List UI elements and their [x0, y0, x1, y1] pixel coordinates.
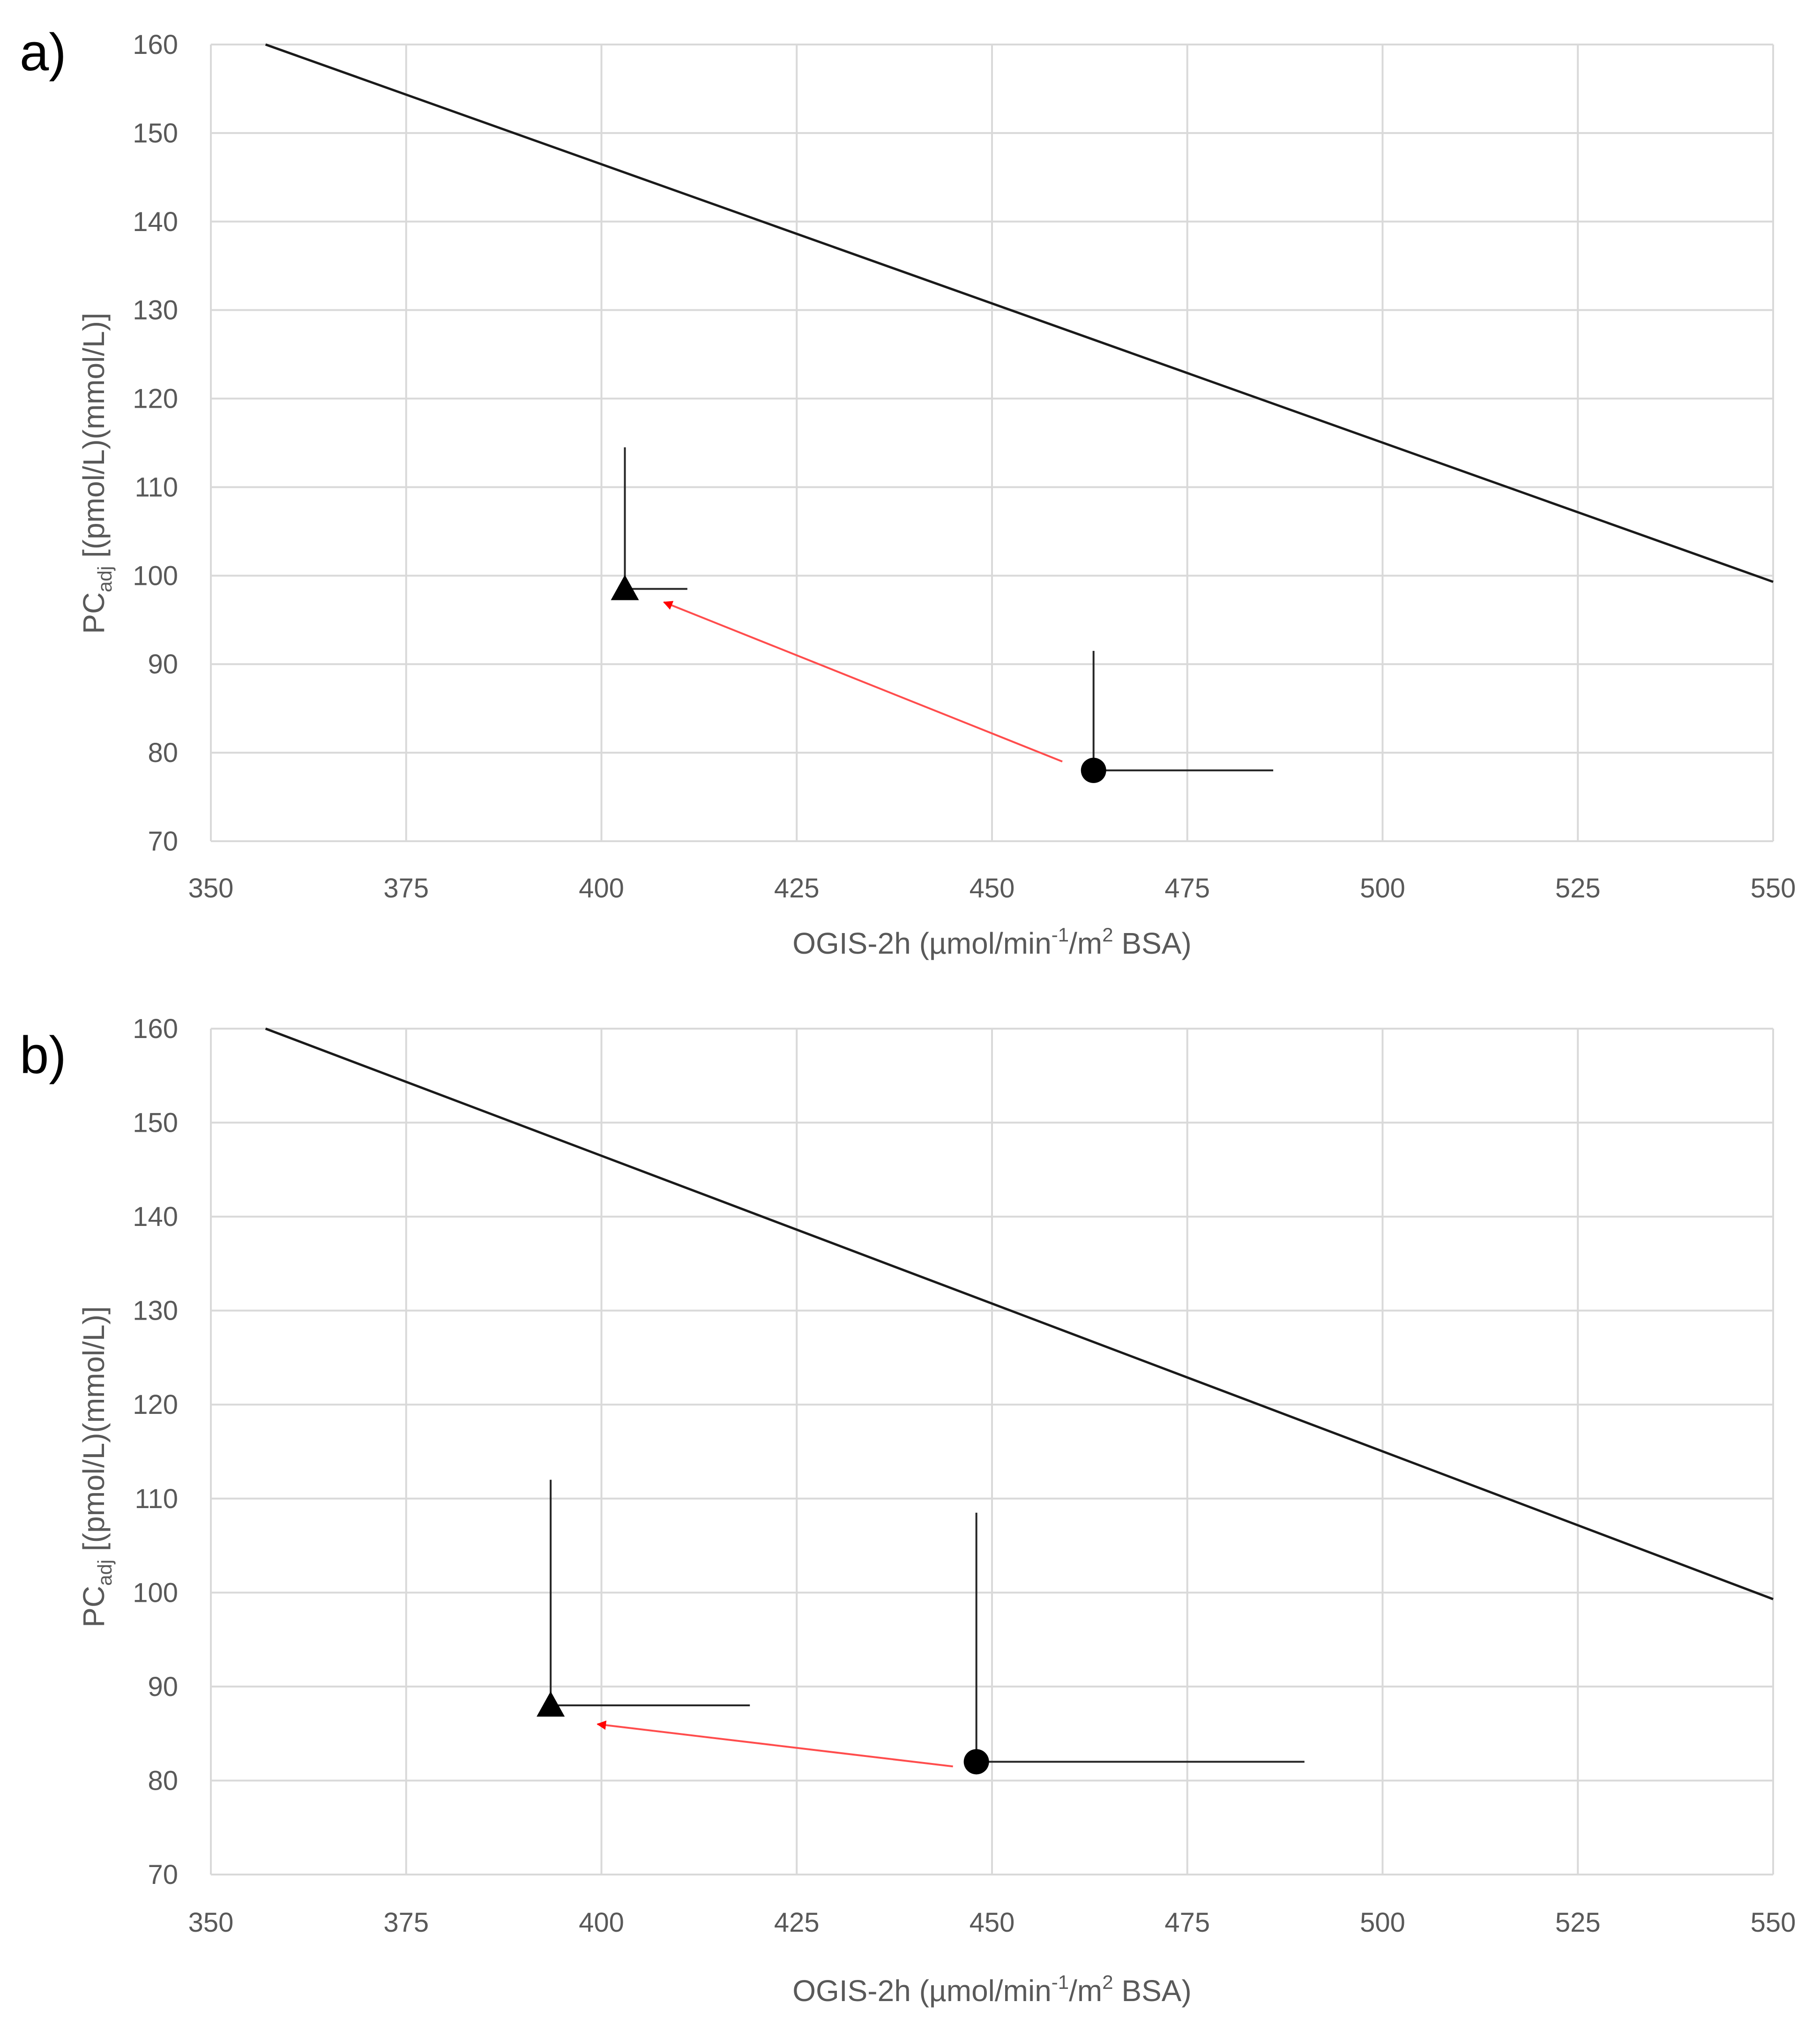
x-tick-label: 525: [1555, 873, 1601, 904]
x-tick-label: 350: [188, 1907, 234, 1938]
y-axis-label: PCadj [(pmol/L)(mmol/L)]: [77, 1306, 116, 1627]
y-axis-label: PCadj [(pmol/L)(mmol/L)]: [77, 313, 116, 634]
reference-line-group: [265, 43, 1774, 583]
x-tick-label: 475: [1164, 1907, 1210, 1938]
x-axis-label: OGIS-2h (µmol/min-1/m2 BSA): [792, 1971, 1192, 2008]
x-tick-label: 450: [970, 1907, 1015, 1938]
y-tick-label: 70: [148, 1860, 178, 1890]
error-bars: [624, 447, 1274, 771]
x-tick-label: 525: [1555, 1907, 1601, 1938]
y-tick-label: 120: [133, 384, 178, 414]
y-tick-label: 140: [133, 207, 178, 237]
y-tick-label: 90: [148, 649, 178, 680]
y-tick-label: 70: [148, 826, 178, 857]
triangle-marker: [537, 1691, 565, 1717]
x-tick-label: 425: [774, 873, 820, 904]
x-tick-labels: 350 375 400 425 450 475 500 525 550: [188, 1907, 1796, 1938]
y-tick-label: 150: [133, 1108, 178, 1138]
y-tick-label: 160: [133, 30, 178, 60]
reference-line: [265, 43, 1774, 583]
y-tick-label: 130: [133, 1296, 178, 1326]
gridlines: [210, 1028, 1774, 1875]
x-tick-label: 475: [1164, 873, 1210, 904]
arrow-group: [597, 1720, 953, 1768]
x-tick-label: 350: [188, 873, 234, 904]
y-tick-label: 160: [133, 1014, 178, 1044]
x-tick-label: 425: [774, 1907, 820, 1938]
x-tick-label: 400: [579, 873, 624, 904]
x-tick-label: 400: [579, 1907, 624, 1938]
data-points: [611, 575, 1106, 783]
x-axis-label: OGIS-2h (µmol/min-1/m2 BSA): [792, 924, 1192, 960]
x-tick-label: 375: [383, 873, 429, 904]
chart-panel-b: b) 350 375 400 425 450 475 500 525 550 70 80 90 100…: [20, 1014, 1796, 2008]
x-tick-label: 375: [383, 1907, 429, 1938]
y-tick-label: 100: [133, 1577, 178, 1608]
y-tick-label: 90: [148, 1672, 178, 1702]
data-points: [537, 1691, 989, 1775]
change-arrow: [597, 1720, 953, 1768]
y-tick-label: 100: [133, 560, 178, 591]
x-tick-label: 450: [970, 873, 1015, 904]
x-tick-label: 550: [1751, 1907, 1796, 1938]
reference-line: [265, 1027, 1774, 1600]
panel-label: b): [20, 1026, 67, 1084]
y-tick-label: 130: [133, 295, 178, 326]
y-tick-label: 120: [133, 1389, 178, 1420]
x-tick-label: 550: [1751, 873, 1796, 904]
y-tick-label: 140: [133, 1202, 178, 1232]
y-tick-label: 110: [135, 1484, 178, 1514]
reference-line-group: [265, 1027, 1774, 1600]
y-tick-labels: 70 80 90 100 110 120 130 140 150 160: [133, 1014, 178, 1890]
circle-marker: [963, 1749, 989, 1775]
x-tick-label: 500: [1360, 873, 1405, 904]
y-tick-label: 150: [133, 118, 178, 149]
y-tick-label: 80: [148, 738, 178, 768]
x-tick-labels: 350 375 400 425 450 475 500 525 550: [188, 873, 1796, 904]
x-tick-label: 500: [1360, 1907, 1405, 1938]
gridlines: [210, 44, 1774, 842]
arrow-group: [663, 601, 1063, 762]
panel-label: a): [20, 23, 67, 82]
change-arrow: [663, 601, 1063, 762]
y-tick-labels: 70 80 90 100 110 120 130 140 150 160: [133, 30, 178, 857]
triangle-marker: [611, 575, 639, 600]
y-tick-label: 110: [135, 472, 178, 502]
error-bars: [550, 1479, 1305, 1763]
circle-marker: [1081, 757, 1106, 783]
chart-panel-a: a) 350 375 400 425 450 475 500 525 550 70 80 90 100…: [20, 23, 1796, 960]
y-tick-label: 80: [148, 1765, 178, 1796]
